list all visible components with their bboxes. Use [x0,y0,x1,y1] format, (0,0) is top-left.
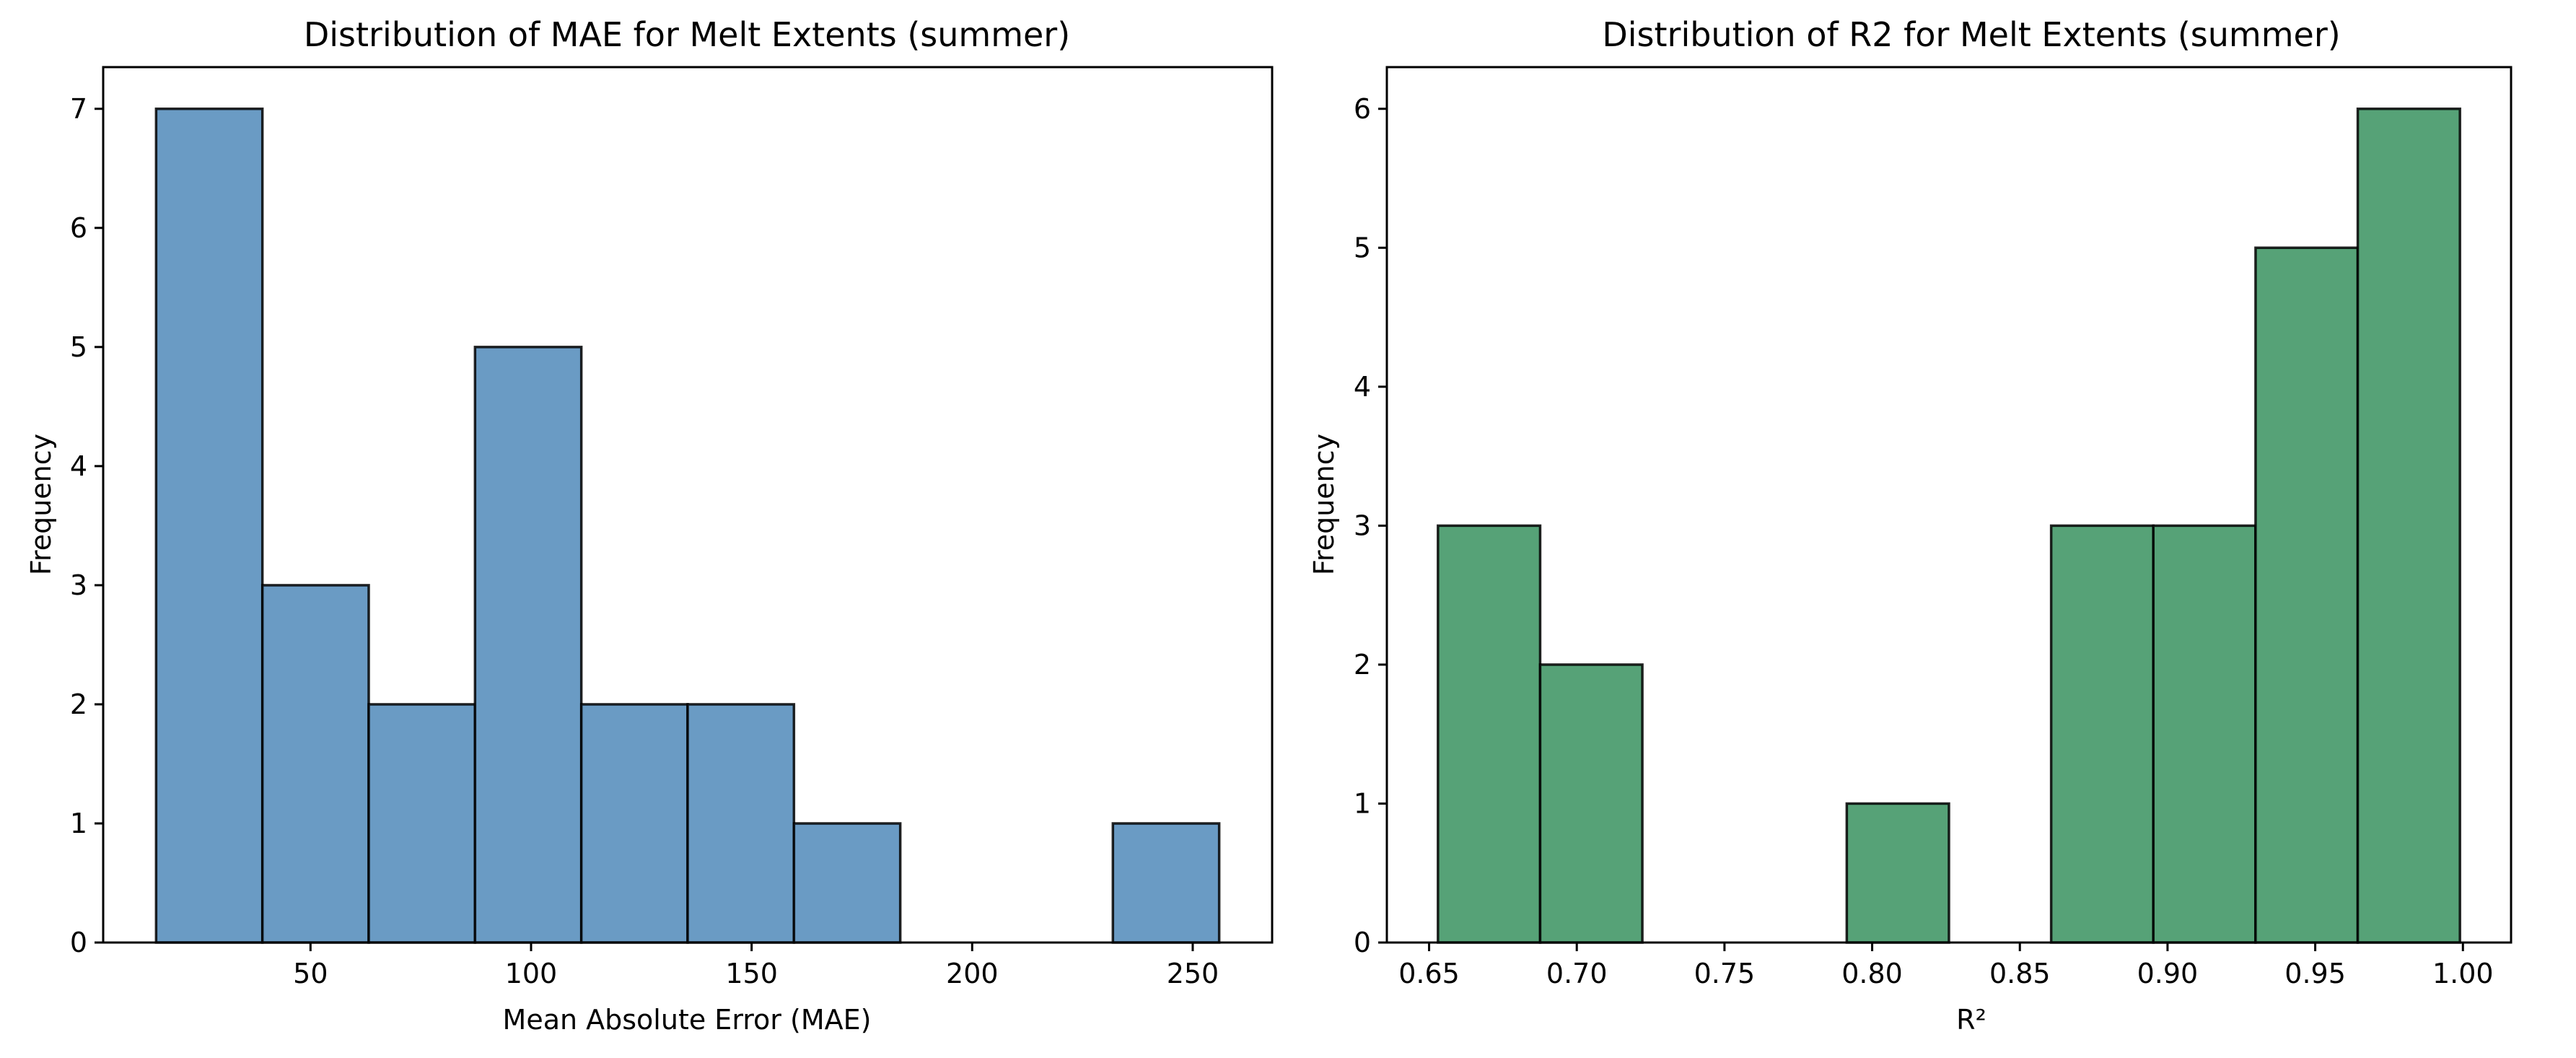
r2-chart-title: Distribution of R2 for Melt Extents (sum… [1602,15,2340,54]
r2-y-tick-label: 6 [1354,93,1371,125]
r2-y-tick-label: 0 [1354,927,1371,958]
r2-y-tick-label: 3 [1354,510,1371,541]
mae-y-tick-label: 4 [70,450,87,482]
mae-x-axis-ticks: 50 100 150 200 250 [293,943,1219,989]
r2-x-tick-label: 0.95 [2284,958,2346,989]
r2-y-axis-ticks: 0 1 2 3 4 5 6 [1354,93,1387,958]
mae-bars [154,108,1221,944]
r2-x-axis-ticks: 0.65 0.70 0.75 0.80 0.85 0.90 0.95 1.00 [1398,943,2494,989]
r2-axes-frame [1385,66,2513,944]
mae-x-tick-label: 150 [725,958,778,989]
mae-bar-6 [792,822,902,944]
mae-bar-3 [473,346,583,944]
r2-y-tick-label: 1 [1354,787,1371,819]
r2-x-tick-label: 0.90 [2137,958,2199,989]
r2-bar-6 [2049,524,2155,944]
mae-x-tick-label: 200 [946,958,999,989]
r2-bar-4 [1845,802,1950,944]
r2-x-tick-label: 0.85 [1989,958,2051,989]
r2-x-tick-label: 0.80 [1841,958,1903,989]
r2-bar-1 [1538,663,1644,944]
mae-bar-1 [260,584,370,944]
mae-x-tick-label: 250 [1167,958,1219,989]
r2-bars [1437,108,2461,944]
mae-chart-title: Distribution of MAE for Melt Extents (su… [304,15,1070,54]
mae-axes-frame [102,66,1274,944]
r2-y-tick-label: 2 [1354,649,1371,681]
mae-bar-2 [367,703,477,944]
mae-y-tick-label: 5 [70,331,87,363]
mae-bar-9 [1111,822,1221,944]
mae-bar-5 [686,703,796,944]
mae-y-tick-label: 7 [70,93,87,125]
r2-bar-9 [2356,108,2461,944]
r2-y-tick-label: 5 [1354,232,1371,263]
r2-bar-0 [1437,524,1542,944]
r2-x-tick-label: 0.75 [1694,958,1756,989]
r2-bar-8 [2254,246,2360,944]
mae-x-tick-label: 100 [505,958,558,989]
mae-y-tick-label: 3 [70,569,87,601]
mae-y-axis-label: Frequency [25,434,57,575]
mae-y-tick-label: 0 [70,927,87,958]
mae-x-tick-label: 50 [293,958,328,989]
mae-y-tick-label: 1 [70,808,87,839]
r2-histogram: Distribution of R2 for Melt Extents (sum… [1308,15,2513,1036]
mae-y-axis-ticks: 0 1 2 3 4 5 6 7 [70,93,103,958]
r2-x-tick-label: 1.00 [2432,958,2494,989]
r2-x-tick-label: 0.65 [1398,958,1460,989]
r2-bar-7 [2152,524,2257,944]
mae-bar-4 [579,703,689,944]
r2-x-tick-label: 0.70 [1546,958,1608,989]
mae-y-tick-label: 6 [70,212,87,244]
mae-bar-0 [154,108,264,944]
r2-y-axis-label: Frequency [1308,434,1340,575]
mae-histogram: Distribution of MAE for Melt Extents (su… [25,15,1274,1036]
r2-y-tick-label: 4 [1354,371,1371,403]
r2-x-axis-label: R² [1956,1004,1986,1036]
mae-y-tick-label: 2 [70,688,87,720]
mae-x-axis-label: Mean Absolute Error (MAE) [503,1004,872,1036]
